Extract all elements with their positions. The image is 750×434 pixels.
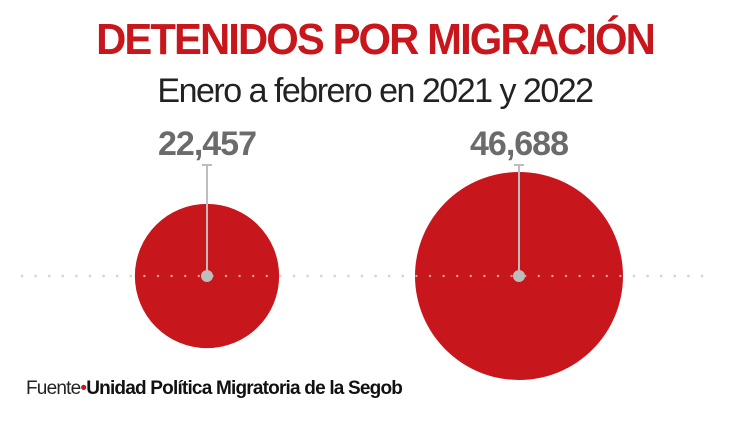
baseline-dot-overlay — [496, 274, 500, 278]
baseline-dot-overlay — [374, 274, 377, 278]
baseline-dot-overlay — [224, 274, 228, 278]
baseline-dot-overlay — [238, 274, 241, 278]
baseline-dot-overlay — [619, 274, 622, 278]
baseline-dot-overlay — [660, 274, 663, 278]
baseline-dot-overlay — [252, 274, 255, 278]
baseline-dot-overlay — [102, 274, 105, 278]
stem-anchor-dot — [201, 270, 213, 282]
baseline-dot-overlay — [116, 274, 119, 278]
baseline-dot-overlay — [456, 274, 459, 278]
baseline-dot-overlay — [88, 274, 92, 278]
baseline-dot-overlay — [646, 274, 649, 278]
baseline-dot-overlay — [632, 274, 636, 278]
baseline-dot-overlay — [184, 274, 187, 278]
baseline-dot-overlay — [469, 274, 472, 278]
stem-anchor-dot — [513, 270, 525, 282]
source-label: Fuente — [26, 378, 81, 399]
baseline-dot-overlay — [415, 274, 418, 278]
baseline-dot-overlay — [347, 274, 350, 278]
baseline-dot-overlay — [537, 274, 540, 278]
baseline-dot-overlay — [292, 274, 296, 278]
baseline-dot-overlay — [156, 274, 160, 278]
baseline-dot-overlay — [61, 274, 64, 278]
baseline-dot-overlay — [592, 274, 595, 278]
data-label: 22,457 — [158, 125, 256, 163]
source-note: Fuente•Unidad Política Migratoria de la … — [26, 378, 403, 400]
baseline-dot-overlay — [333, 274, 336, 278]
chart-subtitle: Enero a febrero en 2021 y 2022 — [157, 72, 594, 110]
bullet-icon: • — [80, 378, 87, 399]
baseline-dot-overlay — [75, 274, 78, 278]
baseline-dot-overlay — [20, 274, 24, 278]
baseline-dot-overlay — [143, 274, 146, 278]
baseline-dot-overlay — [48, 274, 51, 278]
baseline-dot-overlay — [700, 274, 704, 278]
baseline-dot-overlay — [279, 274, 282, 278]
baseline-dot-overlay — [605, 274, 608, 278]
baseline-dot-overlay — [265, 274, 268, 278]
baseline-dot-overlay — [510, 274, 513, 278]
baseline-dot-overlay — [170, 274, 173, 278]
baseline-dot-overlay — [306, 274, 309, 278]
baseline-dot-overlay — [320, 274, 323, 278]
baseline-dot-overlay — [578, 274, 581, 278]
baseline-dot-overlay — [687, 274, 690, 278]
baseline-dot-overlay — [360, 274, 364, 278]
data-label: 46,688 — [470, 125, 568, 163]
source-text: Unidad Política Migratoria de la Segob — [86, 378, 403, 399]
baseline-dot-overlay — [442, 274, 445, 278]
baseline-dot-overlay — [388, 274, 391, 278]
baseline-dot-overlay — [34, 274, 37, 278]
baseline-dot-overlay — [551, 274, 554, 278]
baseline-dot-overlay — [483, 274, 486, 278]
baseline-dot-overlay — [673, 274, 676, 278]
baseline-dot-overlay — [564, 274, 568, 278]
chart-title: DETENIDOS POR MIGRACIÓN — [96, 15, 656, 64]
baseline-dot-overlay — [129, 274, 132, 278]
baseline-dot-overlay — [401, 274, 404, 278]
baseline-dot-overlay — [428, 274, 432, 278]
baseline-dot-overlay — [197, 274, 200, 278]
